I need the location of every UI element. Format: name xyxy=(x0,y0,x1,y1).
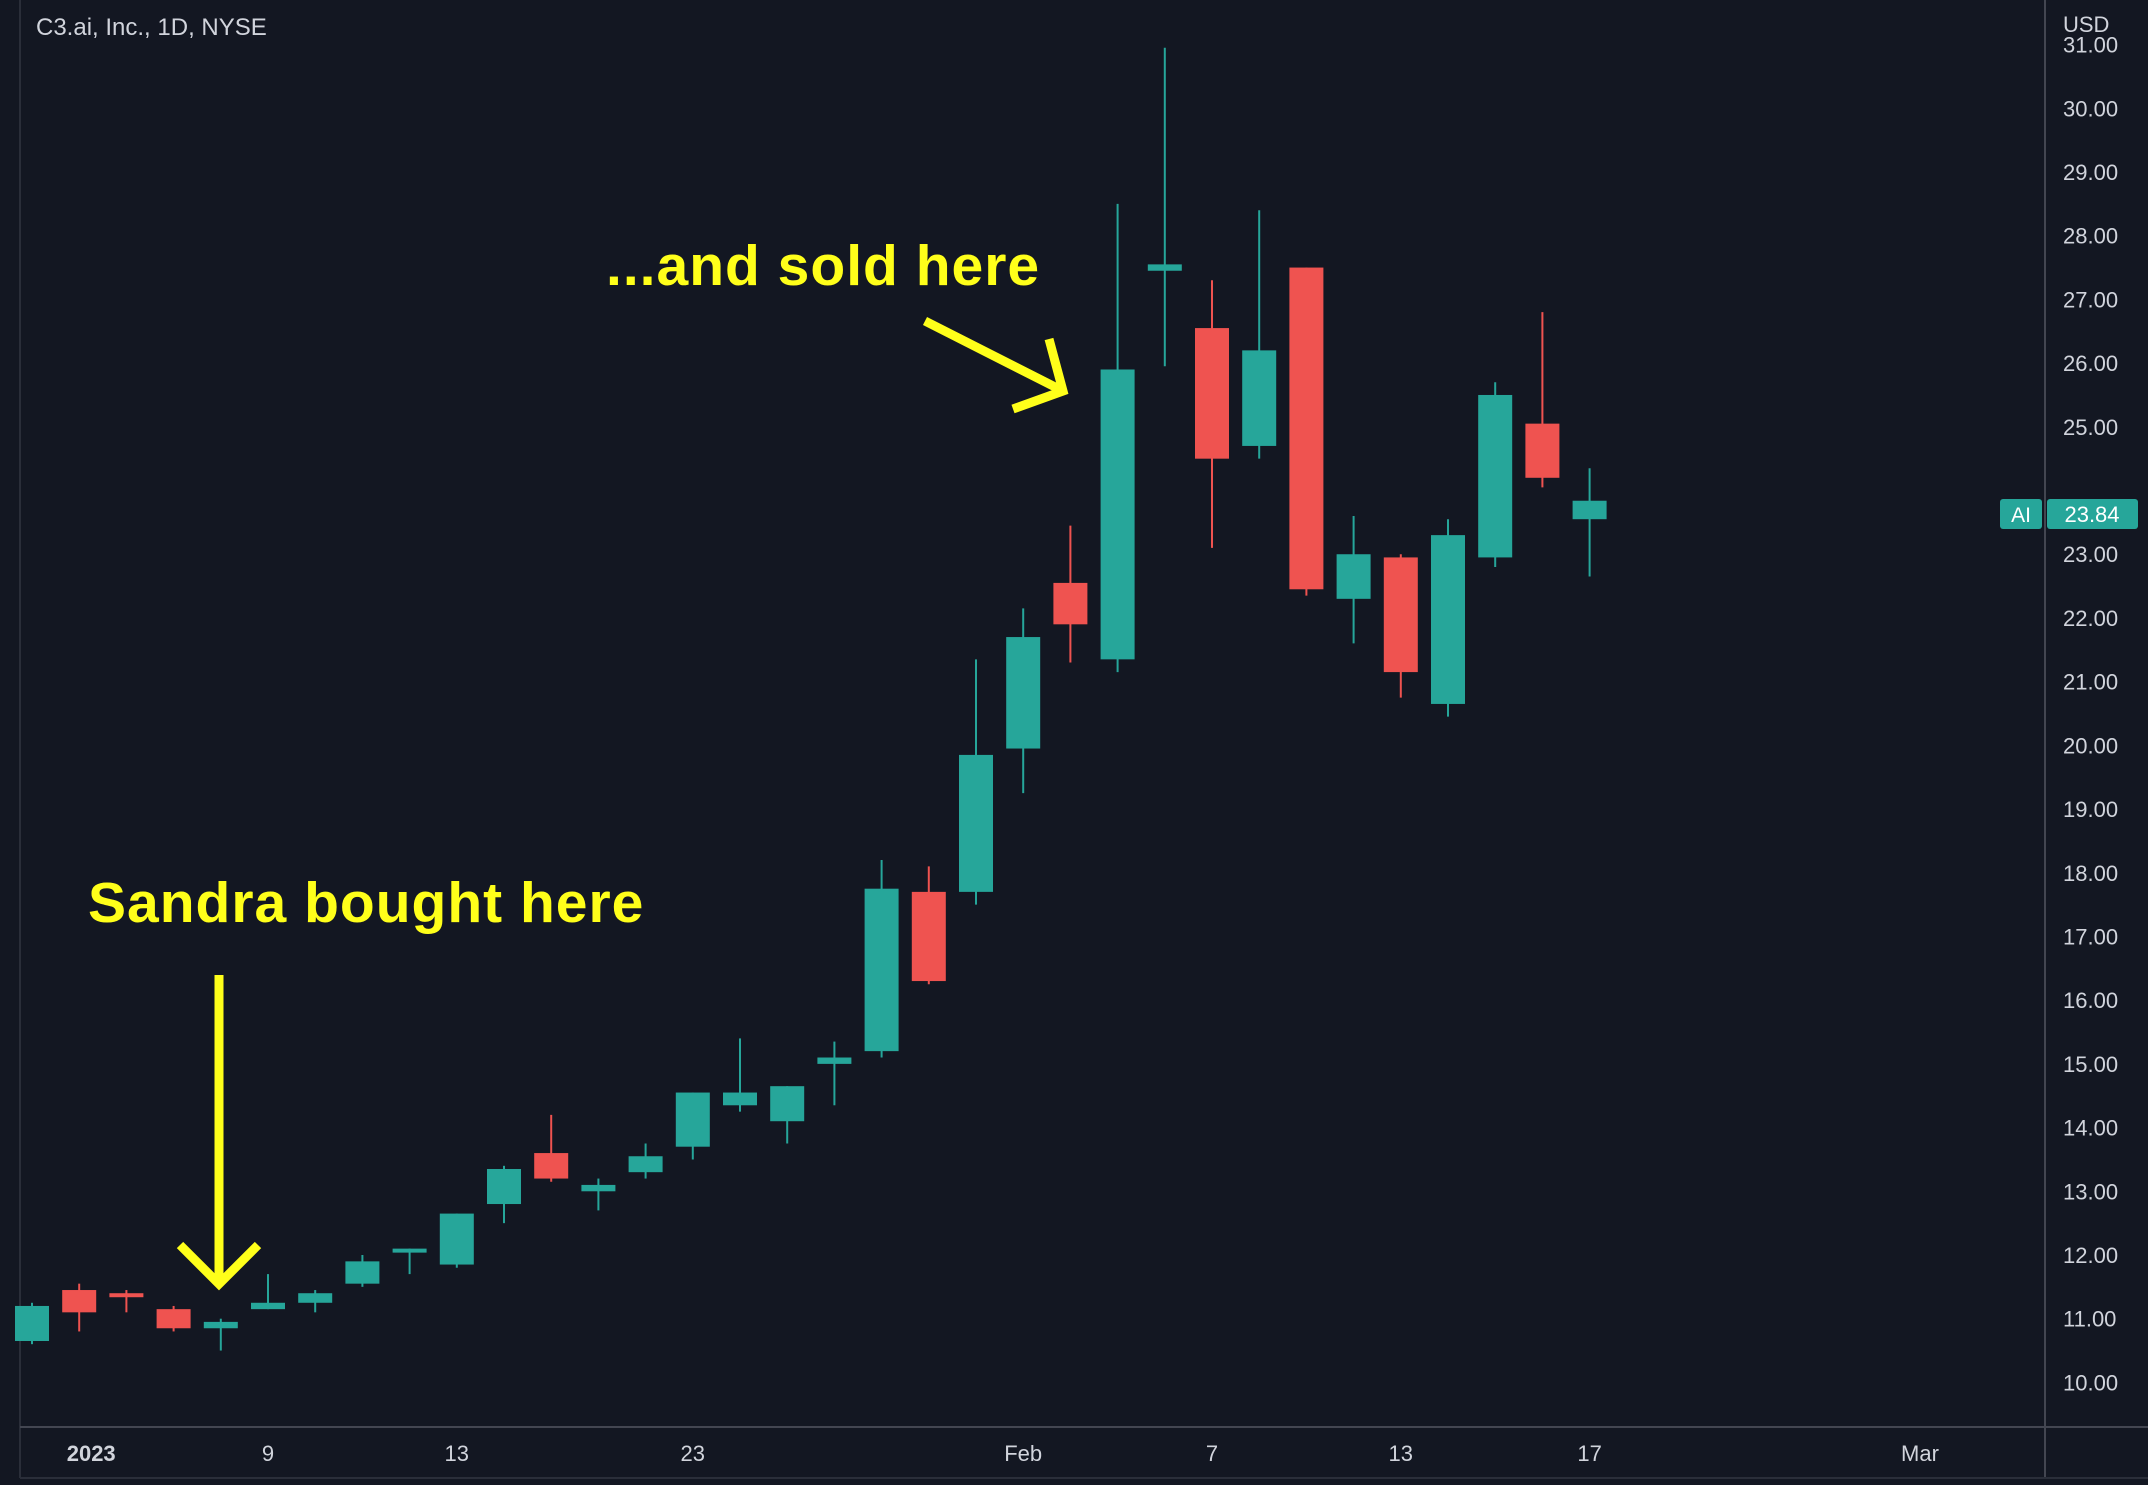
last-price-marker: AI 23.84 xyxy=(2000,499,2138,529)
time-tick-label: Mar xyxy=(1901,1441,1939,1466)
candle-body[interactable] xyxy=(1147,264,1182,271)
price-tick-label: 30.00 xyxy=(2063,96,2118,121)
price-tick-label: 12.00 xyxy=(2063,1243,2118,1268)
time-tick-label: Feb xyxy=(1004,1441,1042,1466)
ticker-badge xyxy=(2000,499,2042,529)
bought-annotation: Sandra bought here xyxy=(88,871,645,935)
candles-layer xyxy=(15,47,1607,1351)
candle-body[interactable] xyxy=(770,1086,805,1122)
bought-arrow xyxy=(176,975,262,1291)
candle-body[interactable] xyxy=(203,1321,238,1329)
price-tick-label: 28.00 xyxy=(2063,224,2118,249)
price-tick-label: 13.00 xyxy=(2063,1179,2118,1204)
price-tick-label: 22.00 xyxy=(2063,606,2118,631)
candle-body[interactable] xyxy=(1478,394,1513,558)
candle-body[interactable] xyxy=(1336,554,1371,599)
candle-body[interactable] xyxy=(1383,557,1418,673)
candle-body[interactable] xyxy=(817,1057,852,1064)
candle-body[interactable] xyxy=(1242,350,1277,446)
currency-label: USD xyxy=(2063,12,2109,37)
candle-body[interactable] xyxy=(534,1153,569,1179)
time-tick-label: 7 xyxy=(1206,1441,1218,1466)
price-tick-label: 31.00 xyxy=(2063,33,2118,58)
candle-body[interactable] xyxy=(911,891,946,982)
time-tick-label: 13 xyxy=(1389,1441,1413,1466)
candle-body[interactable] xyxy=(723,1092,757,1106)
candle-body[interactable] xyxy=(1525,423,1560,478)
price-tick-label: 26.00 xyxy=(2063,351,2118,376)
candle-body[interactable] xyxy=(392,1248,427,1253)
price-tick-label: 11.00 xyxy=(2063,1307,2116,1332)
candle-body[interactable] xyxy=(1053,582,1088,625)
candle-body[interactable] xyxy=(628,1156,663,1173)
candle-body[interactable] xyxy=(251,1302,285,1310)
candle-body[interactable] xyxy=(15,1305,49,1341)
candle-body[interactable] xyxy=(298,1293,333,1303)
price-tick-label: 21.00 xyxy=(2063,670,2118,695)
candle-body[interactable] xyxy=(1100,369,1135,660)
last-price-value: 23.84 xyxy=(2064,502,2119,527)
symbol-title: C3.ai, Inc., 1D, NYSE xyxy=(36,14,267,41)
candle-body[interactable] xyxy=(1431,535,1465,704)
candle-body[interactable] xyxy=(675,1092,710,1147)
time-tick-label: 13 xyxy=(445,1441,469,1466)
price-tick-label: 25.00 xyxy=(2063,415,2118,440)
price-axis[interactable]: 10.00 11.00 12.00 13.00 14.00 15.00 16.00 17.00… xyxy=(2063,33,2118,1396)
time-tick-label: 23 xyxy=(681,1441,705,1466)
candle-body[interactable] xyxy=(156,1309,191,1329)
price-tick-label: 15.00 xyxy=(2063,1052,2118,1077)
time-tick-label: 2023 xyxy=(67,1441,116,1466)
price-tick-label: 18.00 xyxy=(2063,861,2118,886)
candle-body[interactable] xyxy=(581,1184,616,1192)
price-tick-label: 23.00 xyxy=(2063,542,2118,567)
price-tick-label: 14.00 xyxy=(2063,1116,2118,1141)
price-tick-label: 29.00 xyxy=(2063,160,2118,185)
price-tick-label: 20.00 xyxy=(2063,733,2118,758)
price-tick-label: 27.00 xyxy=(2063,287,2118,312)
price-tick-label: 19.00 xyxy=(2063,797,2118,822)
price-tick-label: 17.00 xyxy=(2063,924,2118,949)
candle-body[interactable] xyxy=(439,1213,474,1265)
sold-arrow xyxy=(922,316,1069,414)
sold-annotation: ...and sold here xyxy=(606,234,1041,298)
time-tick-label: 9 xyxy=(262,1441,274,1466)
candle-body[interactable] xyxy=(1572,500,1607,520)
candle-body[interactable] xyxy=(1195,328,1229,459)
last-price-badge xyxy=(2047,499,2138,529)
candle-body[interactable] xyxy=(1289,267,1324,590)
candle-body[interactable] xyxy=(864,888,899,1052)
candle-body[interactable] xyxy=(62,1290,97,1313)
ticker-label: AI xyxy=(2011,504,2031,527)
candle-body[interactable] xyxy=(487,1168,521,1205)
candle-body[interactable] xyxy=(345,1261,380,1284)
candle-body[interactable] xyxy=(109,1293,144,1298)
time-tick-label: 17 xyxy=(1577,1441,1601,1466)
price-tick-label: 16.00 xyxy=(2063,988,2118,1013)
candle-body[interactable] xyxy=(959,754,993,892)
price-tick-label: 10.00 xyxy=(2063,1370,2118,1395)
candle-body[interactable] xyxy=(1006,637,1041,749)
time-axis[interactable]: 2023 9 13 23 Feb 7 13 17 Mar xyxy=(67,1441,1939,1466)
